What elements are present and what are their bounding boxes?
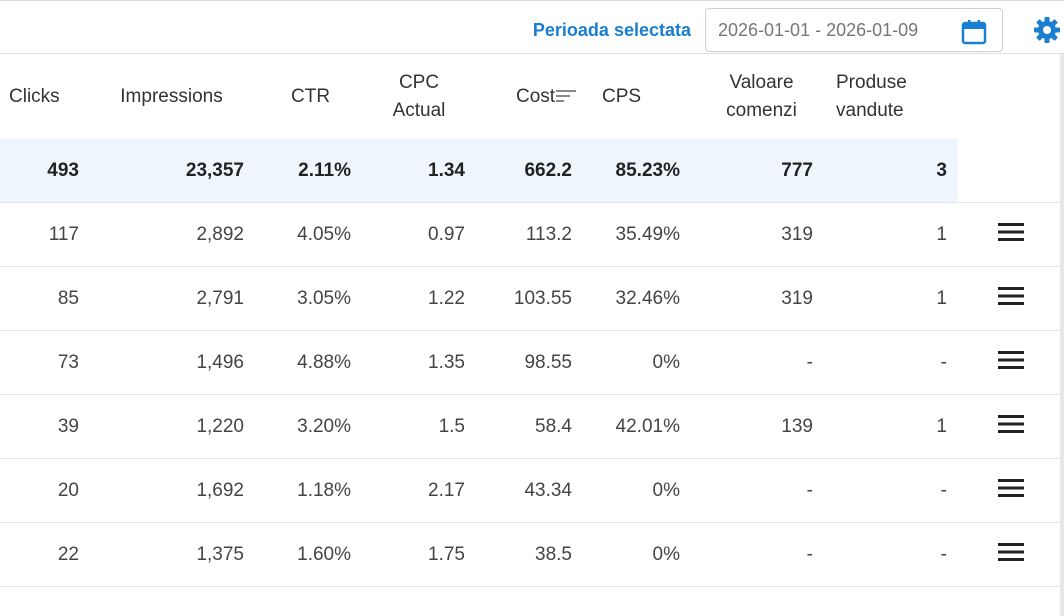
cell-valoare: - — [691, 522, 824, 587]
cell-valoare: - — [691, 458, 824, 523]
totals-impressions: 23,357 — [85, 139, 255, 203]
cell-impressions: 1,220 — [85, 394, 255, 459]
cell-valoare: - — [691, 330, 824, 395]
col-header-cpc[interactable]: CPC Actual — [362, 54, 476, 139]
cell-cpc: 1.75 — [362, 522, 476, 587]
cell-ctr: 4.05% — [255, 202, 362, 267]
cell-ctr: 4.88% — [255, 330, 362, 395]
cell-cpc: 1.35 — [362, 330, 476, 395]
table-row[interactable]: 39 1,220 3.20% 1.5 58.4 42.01% 139 1 — [0, 394, 1064, 459]
totals-actions — [958, 139, 1064, 203]
cell-cpc: 1.22 — [362, 266, 476, 331]
table-row[interactable]: 85 2,791 3.05% 1.22 103.55 32.46% 319 1 — [0, 266, 1064, 331]
totals-cost: 662.2 — [476, 139, 583, 203]
cell-clicks: 20 — [0, 458, 85, 523]
col-header-valoare[interactable]: Valoare comenzi — [691, 54, 824, 139]
cell-cps: 35.49% — [583, 202, 691, 267]
row-actions — [958, 266, 1064, 331]
cell-cps: 0% — [583, 330, 691, 395]
totals-valoare: 777 — [691, 139, 824, 203]
col-header-clicks[interactable]: Clicks — [9, 85, 60, 107]
date-range-input[interactable] — [718, 18, 948, 42]
col-header-ctr[interactable]: CTR — [291, 85, 331, 107]
cell-cost: 38.5 — [476, 522, 583, 587]
hamburger-menu-icon[interactable] — [997, 349, 1025, 371]
col-header-produse-label: Produse vandute — [836, 71, 907, 121]
cell-produse: - — [824, 522, 958, 587]
calendar-icon[interactable] — [960, 18, 988, 46]
cell-clicks: 39 — [0, 394, 85, 459]
row-actions — [958, 394, 1064, 459]
cell-impressions: 1,496 — [85, 330, 255, 395]
hamburger-menu-icon[interactable] — [997, 221, 1025, 243]
table-row[interactable]: 22 1,375 1.60% 1.75 38.5 0% - - — [0, 522, 1064, 587]
sort-icon[interactable] — [555, 87, 577, 105]
cell-ctr: 1.18% — [255, 458, 362, 523]
cell-cost: 103.55 — [476, 266, 583, 331]
cell-impressions: 1,375 — [85, 522, 255, 587]
cell-cps: 32.46% — [583, 266, 691, 331]
cell-clicks: 85 — [0, 266, 85, 331]
cell-clicks: 117 — [0, 202, 85, 267]
cell-cpc: 0.97 — [362, 202, 476, 267]
totals-produse: 3 — [824, 139, 958, 203]
cell-valoare: 139 — [691, 394, 824, 459]
cell-ctr: 3.05% — [255, 266, 362, 331]
cell-cost: 58.4 — [476, 394, 583, 459]
gear-icon[interactable] — [1032, 15, 1062, 45]
cell-cost: 43.34 — [476, 458, 583, 523]
cell-produse: 1 — [824, 266, 958, 331]
col-header-cost-label: Cost — [516, 85, 556, 107]
cell-produse: - — [824, 330, 958, 395]
cell-cpc: 2.17 — [362, 458, 476, 523]
totals-clicks: 493 — [0, 139, 85, 203]
cell-clicks: 22 — [0, 522, 85, 587]
cell-valoare: 319 — [691, 266, 824, 331]
cell-impressions: 1,692 — [85, 458, 255, 523]
cell-ctr: 3.20% — [255, 394, 362, 459]
cell-produse: 1 — [824, 394, 958, 459]
date-range-picker[interactable] — [705, 8, 1003, 52]
data-table: Clicks Impressions CTR CPC Actual Cost C… — [0, 54, 1064, 587]
hamburger-menu-icon[interactable] — [997, 285, 1025, 307]
cell-cps: 0% — [583, 458, 691, 523]
totals-cps: 85.23% — [583, 139, 691, 203]
totals-cpc: 1.34 — [362, 139, 476, 203]
col-header-cps[interactable]: CPS — [602, 85, 642, 107]
row-actions — [958, 330, 1064, 395]
toolbar: Perioada selectata — [0, 0, 1064, 54]
cell-cost: 113.2 — [476, 202, 583, 267]
col-header-actions — [958, 54, 1064, 139]
cell-impressions: 2,791 — [85, 266, 255, 331]
col-header-cpc-label: CPC Actual — [392, 71, 446, 121]
totals-ctr: 2.11% — [255, 139, 362, 203]
totals-row: 493 23,357 2.11% 1.34 662.2 85.23% 777 3 — [0, 139, 1064, 203]
cell-cps: 0% — [583, 522, 691, 587]
col-header-cost[interactable]: Cost — [476, 54, 583, 139]
col-header-valoare-label: Valoare comenzi — [726, 71, 797, 121]
cell-cps: 42.01% — [583, 394, 691, 459]
hamburger-menu-icon[interactable] — [997, 477, 1025, 499]
hamburger-menu-icon[interactable] — [997, 541, 1025, 563]
table-row[interactable]: 73 1,496 4.88% 1.35 98.55 0% - - — [0, 330, 1064, 395]
row-actions — [958, 458, 1064, 523]
col-header-produse[interactable]: Produse vandute — [824, 54, 958, 139]
cell-clicks: 73 — [0, 330, 85, 395]
cell-impressions: 2,892 — [85, 202, 255, 267]
table-row[interactable]: 117 2,892 4.05% 0.97 113.2 35.49% 319 1 — [0, 202, 1064, 267]
row-actions — [958, 202, 1064, 267]
row-actions — [958, 522, 1064, 587]
cell-produse: 1 — [824, 202, 958, 267]
period-label: Perioada selectata — [532, 20, 691, 40]
cell-valoare: 319 — [691, 202, 824, 267]
cell-produse: - — [824, 458, 958, 523]
vertical-scrollbar[interactable] — [1060, 54, 1064, 616]
hamburger-menu-icon[interactable] — [997, 413, 1025, 435]
cell-ctr: 1.60% — [255, 522, 362, 587]
header-row: Clicks Impressions CTR CPC Actual Cost C… — [0, 54, 1064, 139]
cell-cost: 98.55 — [476, 330, 583, 395]
cell-cpc: 1.5 — [362, 394, 476, 459]
col-header-impressions[interactable]: Impressions — [120, 85, 223, 107]
table-row[interactable]: 20 1,692 1.18% 2.17 43.34 0% - - — [0, 458, 1064, 523]
